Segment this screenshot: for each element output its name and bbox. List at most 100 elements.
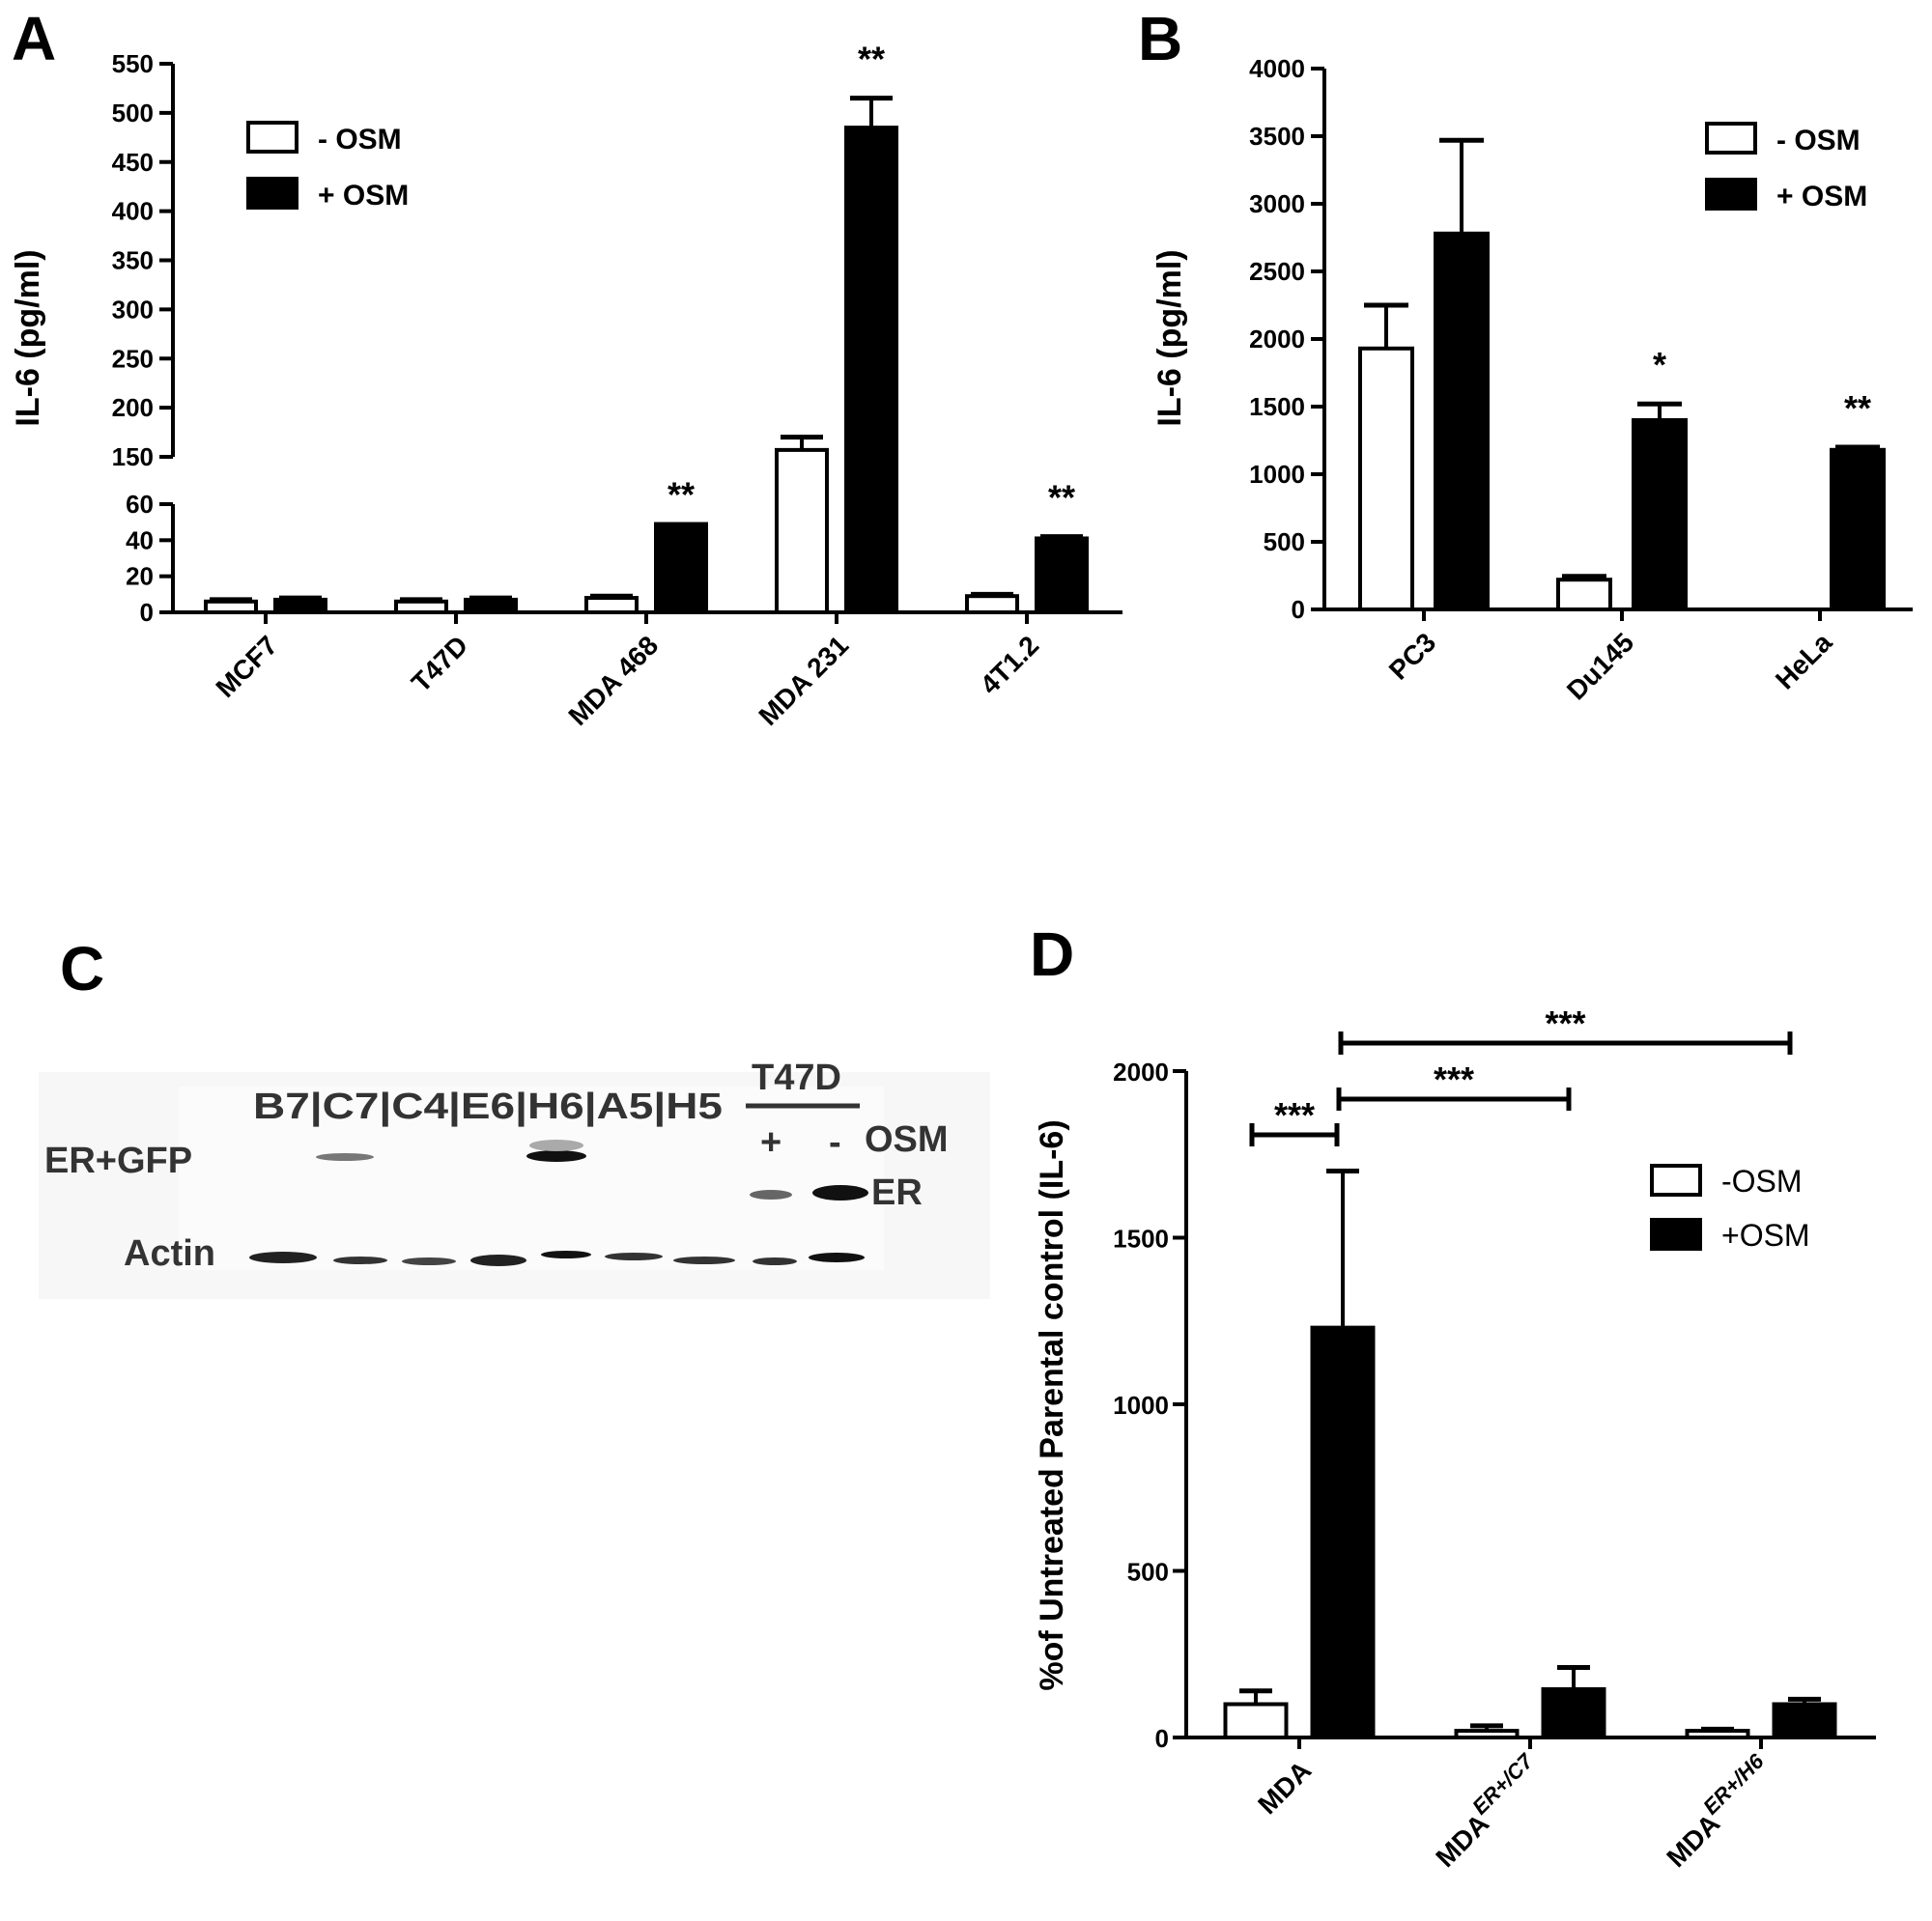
x-category-label: MDAER+/C7	[1424, 1748, 1549, 1874]
bar-mda-468-minus-osm	[584, 596, 639, 614]
y-tick-label: 0	[1155, 1724, 1169, 1753]
bar-mda-468-plus-osm	[654, 522, 708, 614]
x-category-label: T47D	[406, 630, 473, 697]
bar-mda-231-minus-osm	[775, 447, 829, 614]
y-tick-label: 2000	[1249, 325, 1305, 353]
y-axis-label: IL-6 (pg/ml)	[10, 249, 46, 426]
blot-osm-minus: -	[829, 1122, 841, 1163]
chart-panel-d: 0 500 1000 1500 2000 %of Untreated Parental c…	[1034, 1003, 1876, 1873]
chart-panel-b: 0 500 1000 1500 2000 2500 3000 3500 4000 IL-6 (pg…	[1151, 54, 1913, 706]
y-tick-label: 400	[112, 197, 154, 226]
band-actin-c7	[333, 1257, 387, 1264]
y-tick-label: 0	[1292, 595, 1305, 624]
blot-bands	[249, 1140, 868, 1266]
bar-mda-er-h6-minus-osm	[1685, 1729, 1750, 1739]
y-tick-label: 2500	[1249, 257, 1305, 286]
bracket-significance-label: ***	[1274, 1095, 1315, 1135]
bar-mcf7-plus-osm	[273, 597, 327, 615]
legend-swatch-plus-osm	[246, 177, 298, 210]
bar-mda-er-c7-minus-osm	[1454, 1729, 1520, 1739]
bar-du145-plus-osm	[1632, 418, 1688, 611]
y-tick-label: 40	[126, 525, 154, 554]
x-category-label: PC3	[1383, 627, 1441, 685]
bar-mcf7-minus-osm	[204, 599, 258, 614]
legend-swatch-plus-osm	[1705, 178, 1757, 211]
band-t47d-plus-er	[750, 1190, 792, 1200]
bar-hela-plus-osm	[1830, 447, 1886, 611]
blot-row-label-er-gfp: ER+GFP	[44, 1141, 192, 1181]
y-tick-label: 1000	[1113, 1391, 1169, 1420]
bar-pc3-plus-osm	[1434, 231, 1490, 612]
blot-membrane-inner	[179, 1087, 884, 1270]
y-tick-label: 20	[126, 562, 154, 591]
y-tick-label: 4000	[1249, 54, 1305, 83]
panel-letter-c: C	[60, 934, 104, 1003]
bar-mda-plus-osm	[1310, 1325, 1376, 1740]
significance-marker: **	[668, 474, 695, 514]
band-h6-er-gfp-smear	[529, 1140, 583, 1151]
y-tick-label: 200	[112, 393, 154, 422]
bar-t47d-plus-osm	[464, 597, 518, 615]
y-tick-label: 3500	[1249, 122, 1305, 151]
y-tick-label: 2000	[1113, 1058, 1169, 1087]
y-tick-label: 60	[126, 490, 154, 519]
x-category-label: MDA 468	[562, 630, 664, 731]
x-category-label: MDAER+/H6	[1655, 1748, 1779, 1873]
y-tick-label: 500	[112, 99, 154, 127]
band-actin-c4	[402, 1257, 456, 1265]
legend-label: + OSM	[1776, 181, 1867, 212]
y-tick-label: 500	[1264, 527, 1305, 556]
band-actin-a5	[605, 1253, 663, 1260]
panel-letter-d: D	[1030, 919, 1074, 989]
y-tick-label: 300	[112, 295, 154, 324]
y-tick-label: 3000	[1249, 189, 1305, 218]
bracket-significance-label: ***	[1545, 1003, 1585, 1043]
bar-t47d-minus-osm	[394, 599, 448, 614]
y-tick-label: 1500	[1249, 392, 1305, 421]
legend-label: + OSM	[318, 180, 409, 212]
bar-mda-er-c7-plus-osm	[1541, 1686, 1606, 1739]
band-h6-er-gfp	[526, 1150, 586, 1162]
western-blot-panel-c: B7|C7|C4|E6|H6|A5|H5 T47D + - OSM ER+GFP…	[39, 1058, 990, 1299]
band-actin-t47d-minus	[809, 1253, 865, 1262]
legend-swatch-minus-osm	[246, 121, 298, 154]
significance-marker: *	[1653, 345, 1666, 384]
legend-swatch-plus-osm	[1650, 1218, 1702, 1251]
legend-label: - OSM	[1776, 125, 1861, 156]
y-tick-label: 1000	[1249, 460, 1305, 489]
chart-panel-a: 0 20 40 60 150 200 250 300 350 400 450 500 550 IL-6 (…	[10, 40, 1122, 731]
x-category-label: HeLa	[1770, 627, 1838, 695]
x-category-label: MDA 231	[753, 630, 854, 731]
y-axis-label: %of Untreated Parental control (IL-6)	[1034, 1119, 1070, 1690]
x-category-label: MCF7	[210, 630, 283, 703]
bracket-significance-label: ***	[1434, 1059, 1474, 1099]
y-tick-label: 500	[1127, 1558, 1169, 1587]
y-axis-label: IL-6 (pg/ml)	[1151, 249, 1188, 426]
band-actin-b7	[249, 1252, 317, 1263]
band-c7-er-gfp	[316, 1153, 374, 1161]
significance-marker: **	[858, 40, 885, 79]
band-actin-h6	[541, 1251, 591, 1258]
legend-swatch-minus-osm	[1650, 1164, 1702, 1197]
y-tick-label: 1500	[1113, 1225, 1169, 1254]
blot-osm-label: OSM	[865, 1119, 949, 1160]
y-tick-label: 250	[112, 344, 154, 373]
legend-label: -OSM	[1721, 1164, 1803, 1199]
band-actin-e6	[470, 1255, 526, 1266]
x-category-label: MDA	[1252, 1755, 1317, 1820]
legend-label: - OSM	[318, 124, 402, 155]
bar-pc3-minus-osm	[1358, 346, 1414, 611]
band-t47d-minus-er	[812, 1185, 868, 1201]
blot-control-group-label: T47D	[752, 1058, 841, 1098]
blot-row-label-actin: Actin	[124, 1233, 215, 1274]
significance-marker: **	[1844, 388, 1871, 428]
bar-mda-minus-osm	[1223, 1702, 1289, 1739]
bar-mda-231-plus-osm	[844, 126, 898, 614]
y-tick-label: 450	[112, 148, 154, 177]
band-actin-h5	[673, 1257, 735, 1264]
panel-letter-b: B	[1138, 4, 1182, 73]
blot-lane-labels: B7|C7|C4|E6|H6|A5|H5	[253, 1087, 723, 1127]
x-category-label: Du145	[1561, 627, 1639, 705]
y-tick-label: 350	[112, 246, 154, 275]
